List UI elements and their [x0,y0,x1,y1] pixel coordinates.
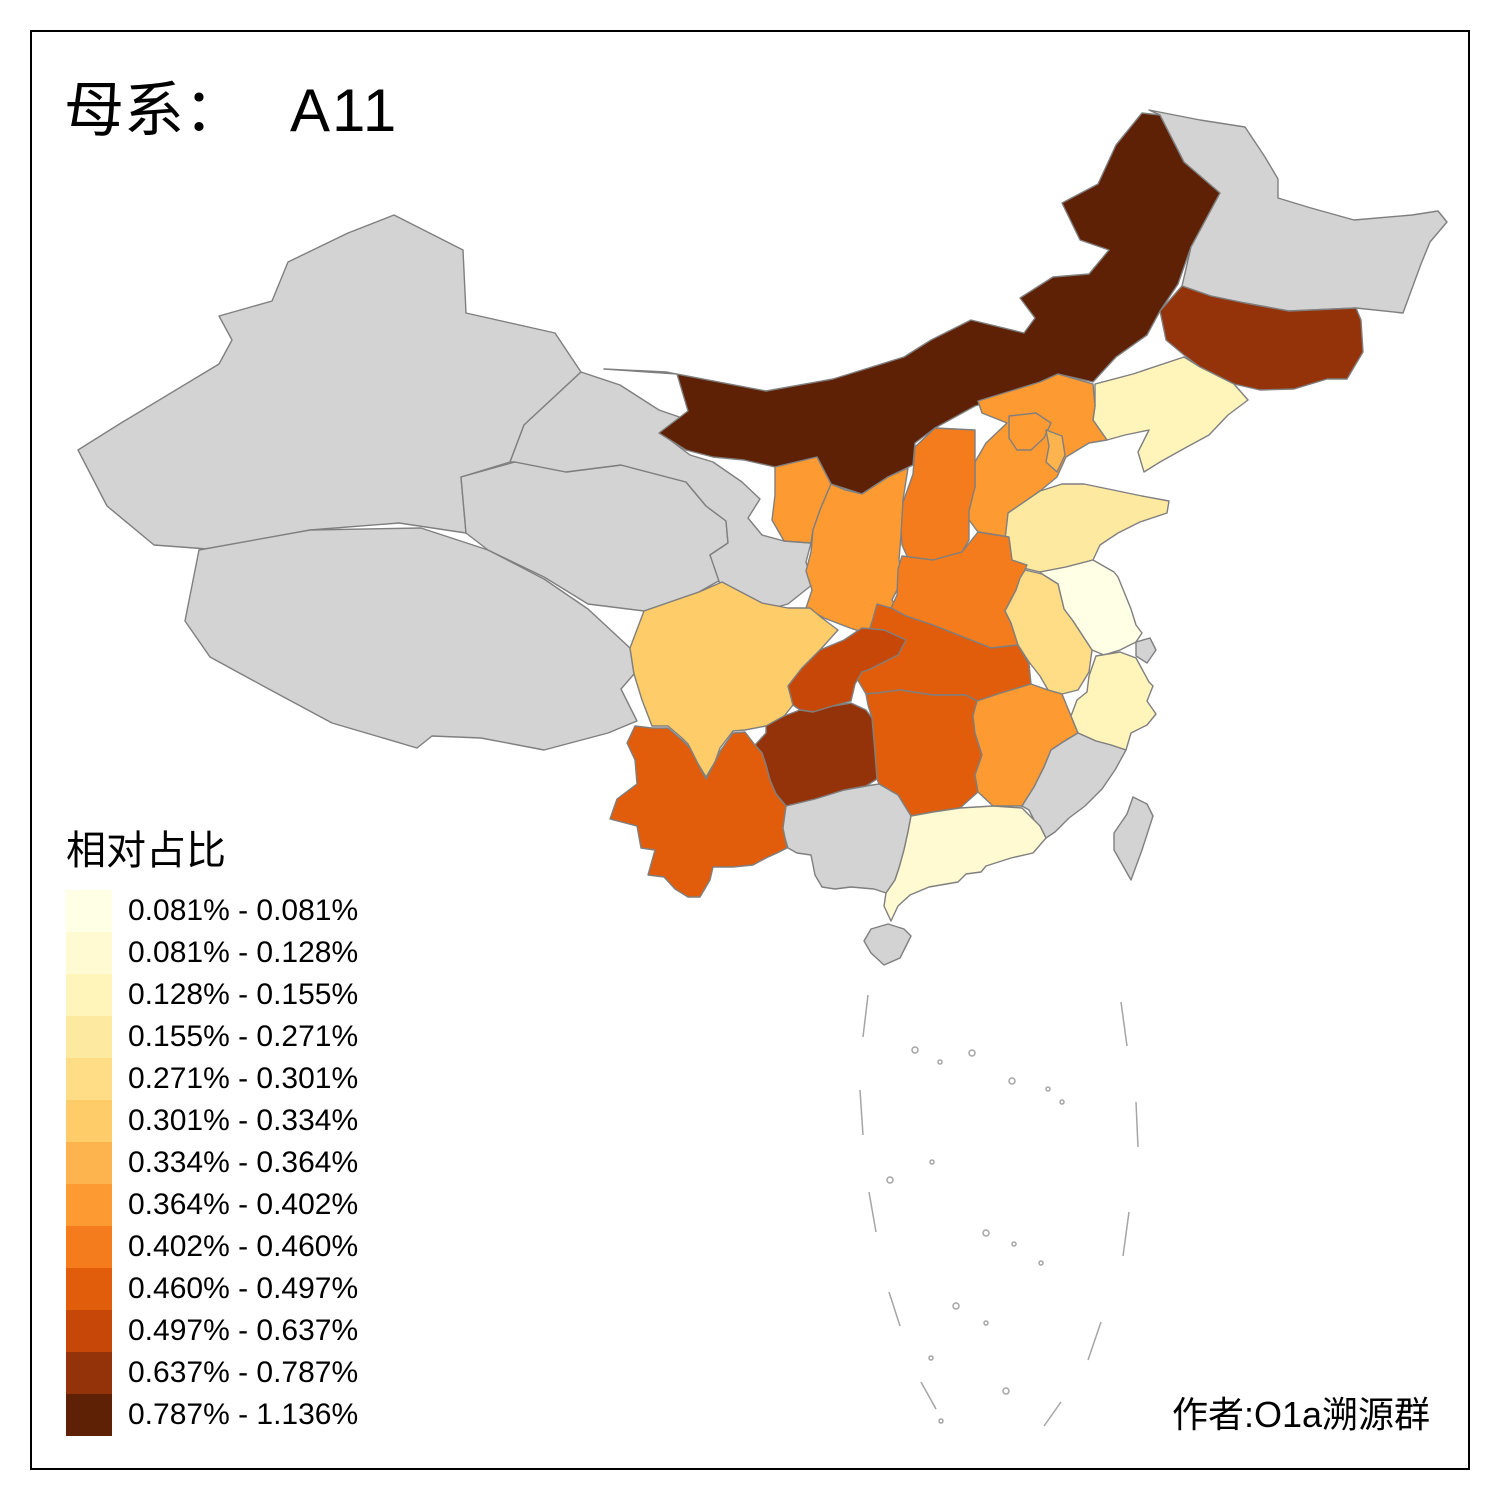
legend-swatch [66,1184,112,1226]
province-tibet [184,527,638,751]
province-tianjin [1045,429,1066,473]
map-title-prefix: 母系： [64,78,244,144]
south-china-sea-marks [859,994,1139,1427]
legend-row: 0.334% - 0.364% [66,1142,358,1184]
legend-row: 0.128% - 0.155% [66,974,358,1016]
legend-row: 0.402% - 0.460% [66,1226,358,1268]
map-title: 母系： A11 [64,62,398,149]
legend-label: 0.081% - 0.081% [128,894,359,927]
legend-label: 0.271% - 0.301% [128,1062,359,1095]
province-layer [77,109,1448,966]
province-zhejiang [1070,651,1157,751]
dash-line-segment [1135,1101,1139,1148]
legend-swatch [66,1058,112,1100]
dash-line-segment [862,994,869,1038]
legend-label: 0.128% - 0.155% [128,978,359,1011]
legend-title: 相对占比 [66,828,226,873]
province-beijing [1008,412,1052,451]
province-fujian [1021,732,1127,839]
legend-row: 0.497% - 0.637% [66,1310,358,1352]
dash-line-segment [1122,1211,1130,1257]
province-yunnan [609,725,788,898]
legend-swatch [66,1016,112,1058]
province-shandong [1004,483,1170,573]
dash-line-segment [868,1191,877,1233]
legend-swatch [66,1268,112,1310]
legend-row: 0.637% - 0.787% [66,1352,358,1394]
province-hainan [863,923,912,966]
dash-line-segment [859,1089,864,1136]
dash-line-segment [1043,1401,1062,1427]
legend-swatch [66,1226,112,1268]
legend-row: 0.301% - 0.334% [66,1100,358,1142]
legend-swatch [66,890,112,932]
legend-row: 0.081% - 0.081% [66,890,358,932]
legend-swatch [66,974,112,1016]
legend-swatch [66,1394,112,1436]
legend-label: 0.460% - 0.497% [128,1272,359,1305]
credit-text: 作者:O1a溯源群 [1171,1394,1430,1435]
dash-line-segment [888,1291,901,1327]
province-heilongjiang [1148,109,1448,314]
province-guangdong [883,805,1047,922]
map-title-value: A11 [290,77,399,144]
province-jilin [1159,285,1364,391]
legend-swatch [66,1100,112,1142]
province-shanghai [1135,637,1157,664]
legend-label: 0.334% - 0.364% [128,1146,359,1179]
legend: 相对占比 0.081% - 0.081% 0.081% - 0.128% 0.128… [66,818,358,1436]
legend-swatch [66,932,112,974]
legend-row: 0.787% - 1.136% [66,1394,358,1436]
legend-bins: 0.081% - 0.081% 0.081% - 0.128% 0.128% - 0… [66,890,358,1436]
province-chongqing [787,627,907,713]
legend-label: 0.497% - 0.637% [128,1314,359,1347]
legend-label: 0.787% - 1.136% [128,1398,359,1431]
province-taiwan [1113,796,1154,881]
legend-label: 0.637% - 0.787% [128,1356,359,1389]
legend-swatch [66,1352,112,1394]
province-inner-mongolia [603,112,1223,495]
legend-label: 0.301% - 0.334% [128,1104,359,1137]
legend-row: 0.364% - 0.402% [66,1184,358,1226]
legend-row: 0.081% - 0.128% [66,932,358,974]
legend-label: 0.364% - 0.402% [128,1188,359,1221]
legend-label: 0.081% - 0.128% [128,936,359,969]
legend-swatch [66,1142,112,1184]
legend-row: 0.460% - 0.497% [66,1268,358,1310]
legend-row: 0.155% - 0.271% [66,1016,358,1058]
legend-row: 0.271% - 0.301% [66,1058,358,1100]
dash-line-segment [920,1381,937,1410]
dash-line-segment [1087,1321,1102,1361]
legend-label: 0.155% - 0.271% [128,1020,359,1053]
dash-line-segment [1120,1001,1128,1047]
legend-swatch [66,1310,112,1352]
legend-label: 0.402% - 0.460% [128,1230,359,1263]
